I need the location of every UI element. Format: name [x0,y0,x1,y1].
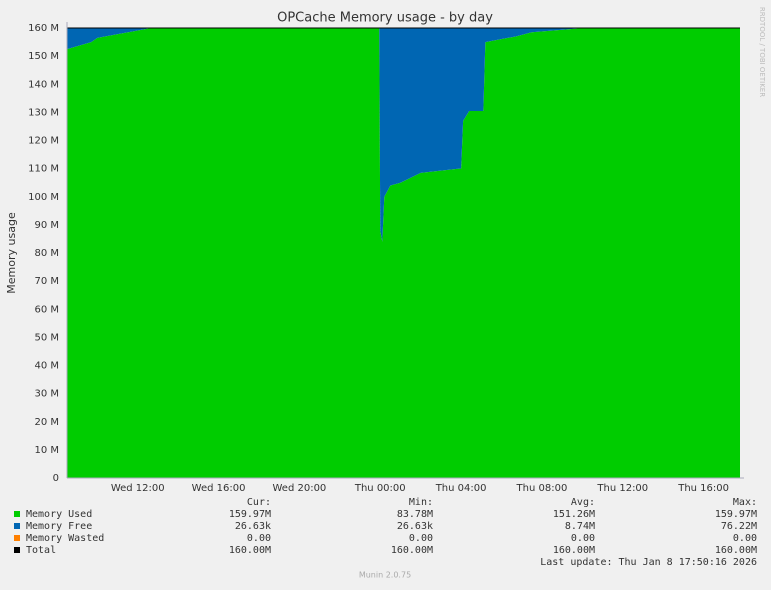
y-tick-label: 160 M [28,23,59,34]
legend-swatch [14,547,20,553]
y-tick-label: 130 M [28,107,59,118]
x-tick-label: Wed 16:00 [192,483,246,494]
legend-header: Max: [733,497,757,508]
legend-header: Cur: [247,497,271,508]
legend-label: Memory Used [26,509,92,520]
x-tick-label: Thu 04:00 [435,483,487,494]
legend-label: Memory Wasted [26,533,104,544]
legend-label: Memory Free [26,521,92,532]
legend-header: Avg: [571,497,595,508]
legend-stat: 159.97M [229,509,271,520]
legend-stat: 0.00 [409,533,433,544]
y-tick-label: 50 M [34,332,59,343]
y-tick-label: 10 M [34,445,59,456]
legend-stat: 160.00M [715,545,757,556]
last-update: Last update: Thu Jan 8 17:50:16 2026 [540,557,757,568]
x-tick-label: Thu 16:00 [677,483,729,494]
legend-stat: 83.78M [397,509,433,520]
y-tick-label: 90 M [34,220,59,231]
legend-stat: 160.00M [391,545,433,556]
legend-stat: 76.22M [721,521,757,532]
y-tick-label: 70 M [34,276,59,287]
y-tick-label: 0 [53,473,59,484]
y-tick-label: 20 M [34,417,59,428]
y-tick-label: 150 M [28,51,59,62]
y-tick-label: 120 M [28,136,59,147]
legend-stat: 151.26M [553,509,595,520]
legend-swatch [14,523,20,529]
y-tick-label: 100 M [28,192,59,203]
y-axis-label: Memory usage [5,212,18,294]
legend-swatch [14,511,20,517]
area [67,28,740,478]
y-tick-label: 30 M [34,389,59,400]
x-tick-label: Wed 20:00 [273,483,327,494]
area [67,28,740,242]
legend-stat: 0.00 [733,533,757,544]
legend-header: Min: [409,497,433,508]
x-tick-label: Wed 12:00 [111,483,165,494]
legend-stat: 160.00M [229,545,271,556]
legend-stat: 0.00 [247,533,271,544]
legend-swatch [14,535,20,541]
y-tick-label: 60 M [34,304,59,315]
side-text: RRDTOOL / TOBI OETIKER [758,7,766,97]
legend-stat: 159.97M [715,509,757,520]
legend-stat: 0.00 [571,533,595,544]
x-tick-label: Thu 08:00 [516,483,568,494]
footer: Munin 2.0.75 [359,571,411,580]
y-tick-label: 80 M [34,248,59,259]
legend-stat: 26.63k [235,521,271,532]
y-tick-label: 140 M [28,79,59,90]
x-tick-label: Thu 00:00 [354,483,406,494]
x-tick-label: Thu 12:00 [596,483,648,494]
y-tick-label: 110 M [28,164,59,175]
y-tick-label: 40 M [34,361,59,372]
legend-stat: 8.74M [565,521,595,532]
legend-stat: 26.63k [397,521,433,532]
chart-title: OPCache Memory usage - by day [277,11,493,26]
legend-label: Total [26,545,56,556]
legend-stat: 160.00M [553,545,595,556]
